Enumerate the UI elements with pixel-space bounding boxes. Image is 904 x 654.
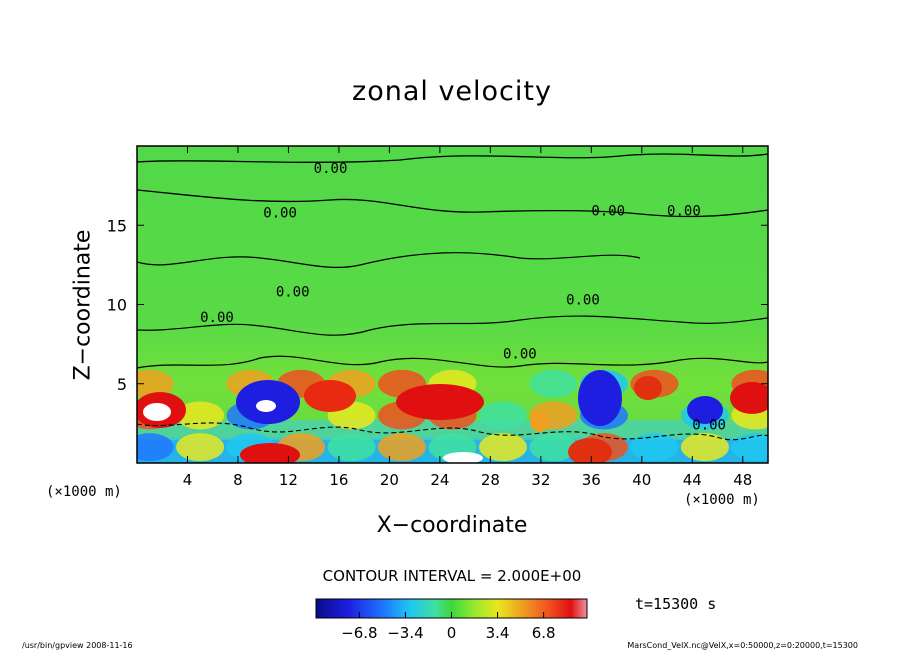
contour-label: 0.00 [263,205,297,221]
blob-warm-3 [396,384,484,420]
time-annotation: t=15300 s [635,595,717,613]
field-cell [680,433,729,462]
blob-cold-2 [578,370,622,426]
x-tick-label: 24 [430,471,449,489]
contour-line-negative [137,422,768,441]
field-cell [378,433,427,462]
x-tick-label: 40 [632,471,651,489]
field-cell [630,433,679,462]
contour-label: 0.00 [276,285,310,301]
colorbar-ticks: −6.8 −3.4 0 3.4 6.8 [341,612,556,642]
x-tick-label: 20 [380,471,399,489]
colorbar-tick-label: −3.4 [387,624,423,642]
field-cell [529,369,578,398]
x-tick-label: 8 [233,471,243,489]
x-unit-left: (×1000 m) [46,484,122,500]
contour-label: 0.00 [314,161,348,177]
contour-line [137,189,768,218]
chart-title: zonal velocity [352,76,552,107]
colorbar-tick-label: 6.8 [532,624,556,642]
x-tick-label: 48 [733,471,752,489]
y-tick-label: 15 [107,216,127,235]
field-cell [137,433,174,462]
contour-line [137,252,641,269]
blob-saturated-2 [256,400,276,412]
contour-line [137,315,768,336]
contour-label: 0.00 [667,204,701,220]
contour-label: 0.00 [566,293,600,309]
x-axis-label: X−coordinate [376,513,528,538]
contour-labels: 0.00 0.00 0.00 0.00 0.00 0.00 0.00 0.00 0.00 [200,161,726,434]
blob-warm-7 [568,438,612,463]
field-cell [731,433,768,462]
field-cell [478,401,527,430]
blob-warm-5 [730,382,768,414]
y-axis-label: Z−coordinate [70,229,96,381]
y-axis-ticks: 5 10 15 [107,216,768,394]
footer-right: MarsCond_VelX.nc@VelX,x=0:50000,z=0:2000… [627,641,858,650]
blob-warm-8 [530,412,550,432]
contour-line [137,355,768,369]
x-tick-label: 12 [279,471,298,489]
contour-line [137,153,768,163]
contour-label: 0.00 [692,418,726,434]
colorbar-tick-label: 3.4 [486,624,510,642]
contour-label: 0.00 [591,204,625,220]
contour-interval: CONTOUR INTERVAL = 2.000E+00 [322,567,582,585]
blob-warm-2 [304,380,356,412]
x-tick-label: 4 [183,471,193,489]
x-tick-label: 28 [481,471,500,489]
field-cell [327,433,376,462]
x-tick-label: 44 [683,471,702,489]
blob-warm-6 [240,443,300,463]
y-tick-label: 10 [107,296,127,315]
field-cell [176,433,225,462]
contour-label: 0.00 [200,310,234,326]
blob-saturated-3 [443,452,483,463]
field-cell [478,433,527,462]
colorbar-tick-label: 0 [447,624,457,642]
contour-field [137,153,768,463]
x-unit-right: (×1000 m) [684,492,760,508]
footer-left: /usr/bin/gpview 2008-11-16 [22,641,133,650]
colorbar-tick-label: −6.8 [341,624,377,642]
x-tick-label: 16 [329,471,348,489]
x-tick-label: 32 [531,471,550,489]
blob-warm-4 [634,376,662,400]
field-cell [137,369,174,398]
y-tick-label: 5 [117,375,127,394]
blob-cold-3 [687,396,723,424]
contour-label: 0.00 [503,346,537,362]
blob-saturated-1 [143,403,171,421]
x-tick-label: 36 [582,471,601,489]
x-axis-ticks: 4 8 12 16 20 24 28 32 36 40 44 48 [183,146,752,489]
field-cell [529,433,578,462]
